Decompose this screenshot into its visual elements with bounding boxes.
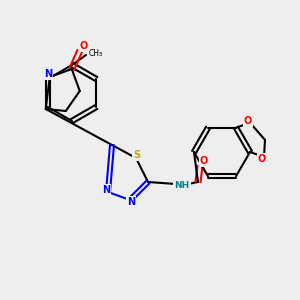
Text: N: N: [102, 185, 110, 195]
Text: O: O: [244, 116, 252, 126]
Text: S: S: [134, 150, 141, 160]
Text: NH: NH: [174, 182, 190, 190]
Text: N: N: [44, 69, 52, 79]
Text: O: O: [258, 154, 266, 164]
Text: CH₃: CH₃: [89, 49, 103, 58]
Text: O: O: [200, 156, 208, 166]
Text: O: O: [80, 41, 88, 51]
Text: N: N: [127, 197, 135, 207]
